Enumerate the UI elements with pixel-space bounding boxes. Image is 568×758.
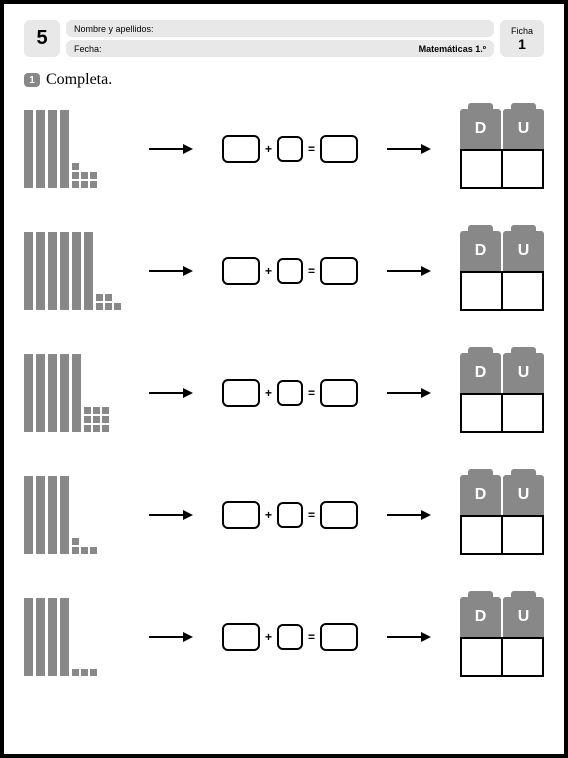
tens-input[interactable] xyxy=(222,135,260,163)
equals-sign: = xyxy=(308,630,315,644)
plus-sign: + xyxy=(265,508,272,522)
equals-sign: = xyxy=(308,142,315,156)
tens-input[interactable] xyxy=(222,257,260,285)
units-input[interactable] xyxy=(277,258,303,284)
tens-blocks xyxy=(24,476,69,554)
units-blocks xyxy=(72,538,100,554)
place-value-table: D U xyxy=(460,353,544,433)
date-label: Fecha: xyxy=(74,44,102,54)
units-cell[interactable] xyxy=(502,637,544,677)
tens-header: D xyxy=(460,231,501,271)
result-input[interactable] xyxy=(320,501,358,529)
place-value-table: D U xyxy=(460,475,544,555)
tens-header: D xyxy=(460,597,501,637)
units-blocks xyxy=(96,294,121,310)
tens-cell[interactable] xyxy=(460,393,502,433)
result-input[interactable] xyxy=(320,135,358,163)
equals-sign: = xyxy=(308,264,315,278)
equation: + = xyxy=(222,623,358,651)
tens-blocks xyxy=(24,598,69,676)
result-input[interactable] xyxy=(320,379,358,407)
plus-sign: + xyxy=(265,264,272,278)
subject-label: Matemáticas 1.º xyxy=(419,44,486,54)
tens-header: D xyxy=(460,475,501,515)
exercise-row: + = D U xyxy=(24,221,544,321)
place-value-table: D U xyxy=(460,231,544,311)
units-cell[interactable] xyxy=(502,393,544,433)
tens-blocks xyxy=(24,354,81,432)
equation: + = xyxy=(222,501,358,529)
units-header: U xyxy=(503,109,544,149)
equation: + = xyxy=(222,257,358,285)
tens-input[interactable] xyxy=(222,379,260,407)
arrow-icon xyxy=(149,264,193,278)
base-ten-blocks xyxy=(24,476,120,554)
exercise-row: + = D U xyxy=(24,99,544,199)
units-blocks xyxy=(84,407,112,432)
name-field[interactable]: Nombre y apellidos: xyxy=(66,20,494,37)
base-ten-blocks xyxy=(24,110,120,188)
instruction-text: Completa. xyxy=(46,71,112,89)
arrow-icon xyxy=(149,630,193,644)
ficha-box: Ficha 1 xyxy=(500,20,544,57)
arrow-icon xyxy=(149,142,193,156)
units-blocks xyxy=(72,163,100,188)
tens-cell[interactable] xyxy=(460,515,502,555)
units-input[interactable] xyxy=(277,502,303,528)
units-header: U xyxy=(503,231,544,271)
result-input[interactable] xyxy=(320,623,358,651)
arrow-icon xyxy=(387,264,431,278)
arrow-icon xyxy=(387,142,431,156)
exercise-row: + = D U xyxy=(24,465,544,565)
base-ten-blocks xyxy=(24,232,120,310)
plus-sign: + xyxy=(265,142,272,156)
worksheet-header: 5 Nombre y apellidos: Fecha: Matemáticas… xyxy=(24,20,544,57)
units-header: U xyxy=(503,353,544,393)
page-number: 5 xyxy=(24,20,60,57)
units-header: U xyxy=(503,597,544,637)
arrow-icon xyxy=(149,386,193,400)
base-ten-blocks xyxy=(24,354,120,432)
arrow-icon xyxy=(387,630,431,644)
units-cell[interactable] xyxy=(502,149,544,189)
units-input[interactable] xyxy=(277,136,303,162)
units-input[interactable] xyxy=(277,380,303,406)
base-ten-blocks xyxy=(24,598,120,676)
units-input[interactable] xyxy=(277,624,303,650)
tens-cell[interactable] xyxy=(460,149,502,189)
units-cell[interactable] xyxy=(502,271,544,311)
arrow-icon xyxy=(149,508,193,522)
ficha-number: 1 xyxy=(518,36,526,52)
units-header: U xyxy=(503,475,544,515)
equation: + = xyxy=(222,135,358,163)
place-value-table: D U xyxy=(460,109,544,189)
plus-sign: + xyxy=(265,630,272,644)
tens-header: D xyxy=(460,109,501,149)
tens-cell[interactable] xyxy=(460,271,502,311)
plus-sign: + xyxy=(265,386,272,400)
arrow-icon xyxy=(387,508,431,522)
tens-input[interactable] xyxy=(222,501,260,529)
equation: + = xyxy=(222,379,358,407)
name-label: Nombre y apellidos: xyxy=(74,24,154,34)
instruction: 1 Completa. xyxy=(24,71,544,89)
equals-sign: = xyxy=(308,508,315,522)
ficha-label: Ficha xyxy=(511,26,533,36)
equals-sign: = xyxy=(308,386,315,400)
result-input[interactable] xyxy=(320,257,358,285)
tens-header: D xyxy=(460,353,501,393)
tens-input[interactable] xyxy=(222,623,260,651)
tens-blocks xyxy=(24,232,93,310)
units-blocks xyxy=(72,669,100,676)
exercise-row: + = D U xyxy=(24,343,544,443)
place-value-table: D U xyxy=(460,597,544,677)
instruction-number: 1 xyxy=(24,73,40,87)
tens-blocks xyxy=(24,110,69,188)
units-cell[interactable] xyxy=(502,515,544,555)
date-field[interactable]: Fecha: Matemáticas 1.º xyxy=(66,40,494,57)
exercise-row: + = D U xyxy=(24,587,544,687)
tens-cell[interactable] xyxy=(460,637,502,677)
arrow-icon xyxy=(387,386,431,400)
